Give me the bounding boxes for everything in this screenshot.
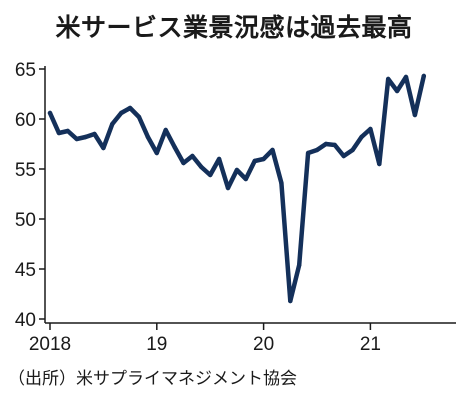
- data-point: [190, 153, 195, 159]
- data-point: [47, 110, 53, 116]
- data-point: [297, 262, 302, 268]
- x-tick-label: 2018: [29, 334, 71, 355]
- data-point: [154, 150, 159, 156]
- source-note: （出所）米サプライマネジメント協会: [8, 369, 297, 389]
- data-point: [421, 73, 426, 79]
- y-axis-ticks: 40 45 50 55 60 65: [15, 60, 45, 331]
- y-tick-label: 45: [15, 260, 36, 281]
- chart-title: 米サービス業景況感は過去最高: [55, 13, 413, 42]
- x-axis-ticks: 2018 19 20 21: [29, 323, 381, 355]
- x-tick-label: 21: [360, 334, 381, 355]
- data-point: [136, 114, 142, 120]
- data-point: [305, 150, 311, 156]
- data-point: [110, 121, 115, 127]
- data-point: [56, 130, 62, 136]
- data-point: [270, 147, 275, 153]
- y-tick-label: 40: [15, 310, 36, 331]
- series-line: [47, 73, 427, 304]
- data-points: [47, 73, 426, 304]
- data-point: [65, 128, 71, 134]
- x-tick-label: 20: [253, 334, 274, 355]
- data-point: [288, 298, 293, 304]
- data-point: [92, 131, 97, 137]
- data-point: [314, 147, 320, 153]
- data-point: [163, 127, 168, 133]
- x-tick-label: 19: [146, 334, 167, 355]
- data-point: [119, 110, 124, 116]
- data-point: [359, 134, 364, 140]
- data-point: [145, 134, 151, 140]
- data-point: [199, 164, 204, 170]
- data-point: [83, 134, 88, 140]
- data-point: [208, 172, 213, 178]
- data-point: [252, 158, 257, 164]
- data-point: [403, 74, 409, 80]
- data-point: [216, 156, 222, 162]
- data-point: [181, 160, 186, 166]
- data-point: [386, 76, 391, 82]
- y-tick-label: 55: [15, 160, 36, 181]
- data-point: [243, 176, 248, 182]
- data-point: [261, 156, 266, 162]
- data-point: [127, 105, 133, 111]
- data-point: [332, 142, 337, 148]
- data-point: [368, 126, 373, 132]
- data-point: [225, 185, 231, 191]
- data-point: [394, 88, 400, 94]
- data-point: [74, 136, 79, 142]
- data-point: [377, 161, 382, 167]
- data-point: [101, 145, 106, 151]
- data-point: [234, 167, 240, 173]
- data-point: [279, 180, 284, 186]
- data-point: [323, 141, 329, 147]
- data-point: [172, 144, 177, 150]
- y-tick-label: 65: [15, 60, 36, 81]
- y-tick-label: 60: [15, 110, 36, 131]
- data-point: [350, 147, 355, 153]
- data-point: [412, 112, 418, 118]
- data-point: [341, 153, 346, 159]
- y-tick-label: 50: [15, 210, 36, 231]
